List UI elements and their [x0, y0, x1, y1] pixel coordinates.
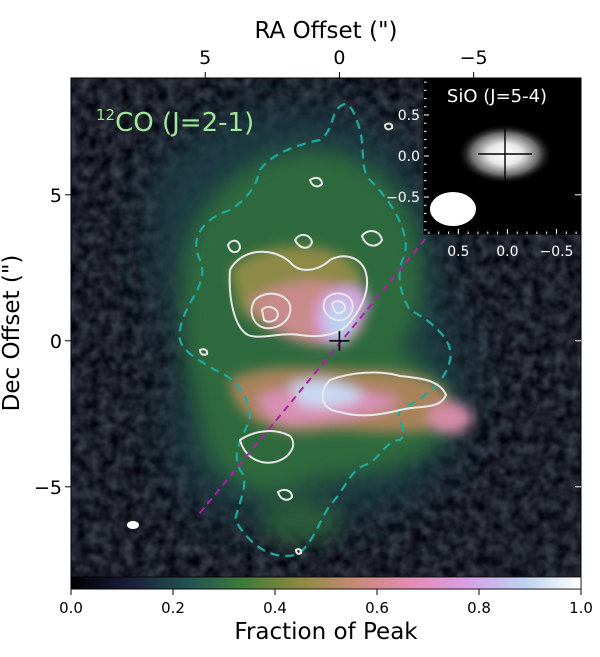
y-axis-label: Dec Offset (") [0, 255, 25, 412]
x-axis-label: RA Offset (") [254, 18, 397, 44]
colorbar-tick-label: 0.8 [467, 599, 491, 617]
sio-inset [424, 78, 581, 234]
colorbar [70, 576, 582, 590]
colorbar-tick-label: 0.2 [161, 599, 185, 617]
colorbar-tick-label: 0.4 [263, 599, 287, 617]
x-tick-label: 5 [199, 47, 211, 69]
inset-y-tick-label: 0.5 [398, 108, 420, 124]
inset-x-tick-label: 0.5 [447, 244, 469, 260]
co-line-label-sup: 12 [96, 106, 115, 124]
x-tick-label: 0 [333, 47, 345, 69]
colorbar-ticks: 0.0 0.2 0.4 0.6 0.8 1.0 [59, 589, 593, 617]
x-tick-label: −5 [460, 47, 488, 69]
inset-title: SiO (J=5-4) [447, 86, 547, 107]
co-beam [127, 521, 139, 529]
inset-x-tick-label: 0.0 [496, 244, 518, 260]
inset-ticks: 0.5 0.0 −0.5 0.5 0.0 −0.5 [386, 81, 577, 260]
colorbar-tick-label: 0.0 [59, 599, 83, 617]
y-tick-label: 0 [50, 331, 62, 353]
sio-beam [430, 192, 476, 226]
inset-y-tick-label: 0.0 [398, 149, 420, 165]
colorbar-tick-label: 0.6 [365, 599, 389, 617]
y-tick-label: 5 [50, 185, 62, 207]
colorbar-label: Fraction of Peak [234, 619, 418, 645]
co-line-label: 12CO (J=2-1) [96, 106, 254, 138]
y-tick-label: −5 [34, 477, 62, 499]
main-axis-ticks: 5 0 −5 5 0 −5 [34, 47, 581, 589]
inset-y-tick-label: −0.5 [386, 190, 420, 206]
source-cross [329, 330, 350, 351]
inner-contours [198, 122, 448, 555]
colorbar-tick-label: 1.0 [569, 599, 593, 617]
inset-x-tick-label: −0.5 [539, 244, 573, 260]
co-line-label-main: CO (J=2-1) [115, 108, 254, 138]
sio-cross [478, 128, 532, 180]
